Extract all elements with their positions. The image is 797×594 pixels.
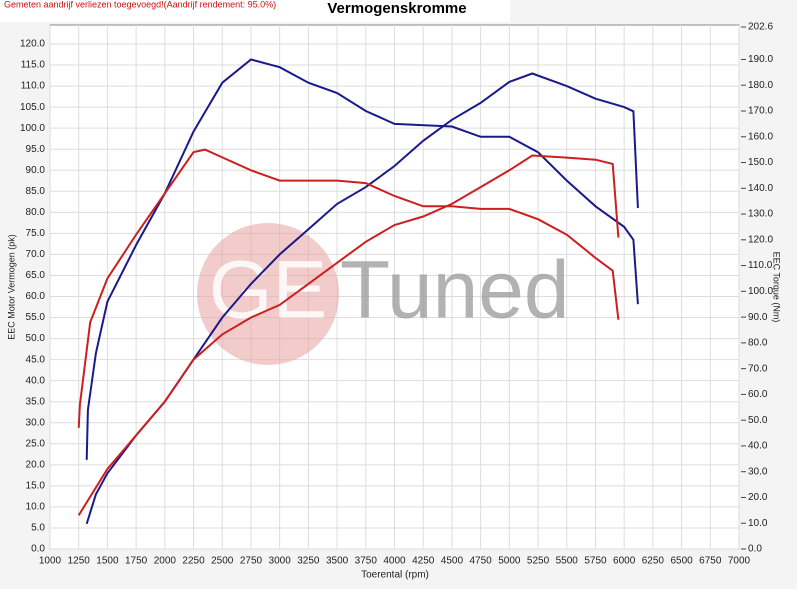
y2-tick-label: 180.0	[748, 80, 773, 91]
watermark-right: Tuned	[340, 245, 569, 336]
x-axis-label: Toerental (rpm)	[361, 570, 429, 581]
y-tick-label: 20.0	[26, 459, 46, 470]
x-tick-label: 2000	[154, 556, 177, 567]
x-tick-label: 1000	[39, 556, 62, 567]
y-tick-label: 75.0	[26, 228, 46, 239]
y-tick-label: 55.0	[26, 312, 46, 323]
y2-tick-label: 0.0	[748, 544, 762, 555]
y-tick-label: 105.0	[20, 102, 45, 113]
y-tick-label: 35.0	[26, 396, 46, 407]
x-tick-label: 6750	[699, 556, 722, 567]
series-line	[77, 154, 620, 516]
y2-tick-label: 160.0	[748, 131, 773, 142]
y2-axis-label: EEC Torque (Nm)	[772, 252, 782, 323]
x-tick-label: 6000	[613, 556, 636, 567]
y-tick-label: 65.0	[26, 270, 46, 281]
header-bar	[0, 0, 510, 22]
y-tick-label: 85.0	[26, 186, 46, 197]
y2-tick-label: 80.0	[748, 338, 768, 349]
x-tick-label: 2750	[240, 556, 263, 567]
x-tick-label: 6500	[670, 556, 693, 567]
y2-tick-label: 110.0	[748, 260, 773, 271]
x-tick-label: 4000	[383, 556, 406, 567]
y-tick-label: 110.0	[21, 81, 46, 92]
y2-tick-label: 10.0	[748, 518, 768, 529]
x-tick-label: 2250	[182, 556, 205, 567]
y-tick-label: 95.0	[26, 144, 46, 155]
x-tick-label: 1500	[96, 556, 119, 567]
x-tick-label: 2500	[211, 556, 234, 567]
x-tick-label: 1250	[68, 556, 91, 567]
x-tick-label: 5500	[556, 556, 579, 567]
series-line	[77, 148, 620, 428]
x-tick-label: 3750	[355, 556, 378, 567]
y-tick-label: 80.0	[26, 207, 46, 218]
y-tick-label: 50.0	[26, 333, 46, 344]
x-tick-label: 5000	[498, 556, 521, 567]
x-tick-label: 4750	[470, 556, 493, 567]
y-tick-label: 40.0	[26, 375, 46, 386]
x-tick-label: 4500	[441, 556, 464, 567]
x-tick-label: 5250	[527, 556, 550, 567]
x-tick-label: 3000	[269, 556, 292, 567]
watermark-left: GE	[209, 245, 327, 336]
y-tick-label: 5.0	[31, 523, 45, 534]
x-tick-label: 3250	[297, 556, 320, 567]
y-tick-label: 25.0	[26, 438, 46, 449]
y-tick-label: 70.0	[26, 249, 46, 260]
y-tick-label: 90.0	[26, 165, 46, 176]
series-line	[85, 58, 639, 460]
y-tick-label: 120.0	[20, 39, 45, 50]
y2-tick-label: 50.0	[748, 415, 768, 426]
y-tick-label: 60.0	[26, 291, 46, 302]
x-tick-label: 4250	[412, 556, 435, 567]
y2-tick-label: 130.0	[748, 209, 773, 220]
y-axis-label: EEC Motor Vermogen (pk)	[6, 234, 16, 340]
notice: Gemeten aandrijf verliezen toegevoegd!(A…	[4, 0, 276, 9]
y-tick-label: 30.0	[26, 417, 46, 428]
y-tick-label: 0.0	[31, 544, 45, 555]
y-tick-label: 15.0	[26, 481, 46, 492]
chart-title: Vermogenskromme	[327, 0, 466, 17]
y2-tick-label: 202.6	[748, 22, 773, 33]
y2-tick-label: 30.0	[748, 466, 768, 477]
y2-tick-label: 170.0	[748, 106, 773, 117]
y2-tick-label: 100.0	[748, 286, 773, 297]
y2-tick-label: 40.0	[748, 441, 768, 452]
y-tick-label: 115.0	[21, 60, 46, 71]
x-tick-label: 3500	[326, 556, 349, 567]
y2-tick-label: 70.0	[748, 363, 768, 374]
x-tick-label: 1750	[125, 556, 148, 567]
y2-tick-label: 190.0	[748, 54, 773, 65]
y2-tick-label: 20.0	[748, 492, 768, 503]
y2-tick-label: 60.0	[748, 389, 768, 400]
y-tick-label: 10.0	[26, 502, 46, 513]
x-tick-label: 5750	[584, 556, 607, 567]
x-tick-label: 7000	[728, 556, 751, 567]
y2-tick-label: 120.0	[748, 234, 773, 245]
y2-tick-label: 150.0	[748, 157, 773, 168]
x-tick-label: 6250	[642, 556, 665, 567]
y-tick-label: 100.0	[20, 123, 45, 134]
y2-tick-label: 90.0	[748, 312, 768, 323]
y-tick-label: 45.0	[26, 354, 46, 365]
y2-tick-label: 140.0	[748, 183, 773, 194]
